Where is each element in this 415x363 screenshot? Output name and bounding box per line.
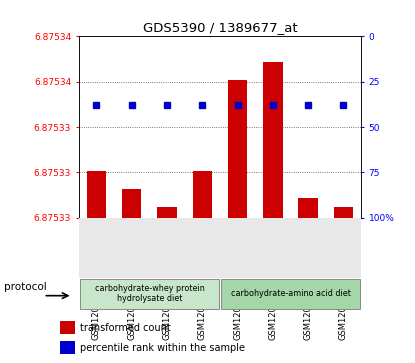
Bar: [193, 171, 212, 218]
FancyBboxPatch shape: [221, 280, 360, 309]
Title: GDS5390 / 1389677_at: GDS5390 / 1389677_at: [143, 21, 297, 34]
Bar: [228, 80, 247, 218]
FancyBboxPatch shape: [80, 280, 219, 309]
Text: transformed count: transformed count: [80, 323, 171, 333]
Bar: [122, 189, 142, 218]
Bar: [157, 207, 177, 218]
Bar: [298, 198, 318, 218]
Bar: [334, 207, 353, 218]
Text: carbohydrate-amino acid diet: carbohydrate-amino acid diet: [231, 289, 350, 298]
Bar: [60, 341, 75, 354]
Text: percentile rank within the sample: percentile rank within the sample: [80, 343, 245, 352]
Bar: [60, 321, 75, 334]
Bar: [87, 171, 106, 218]
Bar: [263, 62, 283, 218]
Text: carbohydrate-whey protein
hydrolysate diet: carbohydrate-whey protein hydrolysate di…: [95, 284, 204, 303]
Text: protocol: protocol: [4, 282, 47, 292]
